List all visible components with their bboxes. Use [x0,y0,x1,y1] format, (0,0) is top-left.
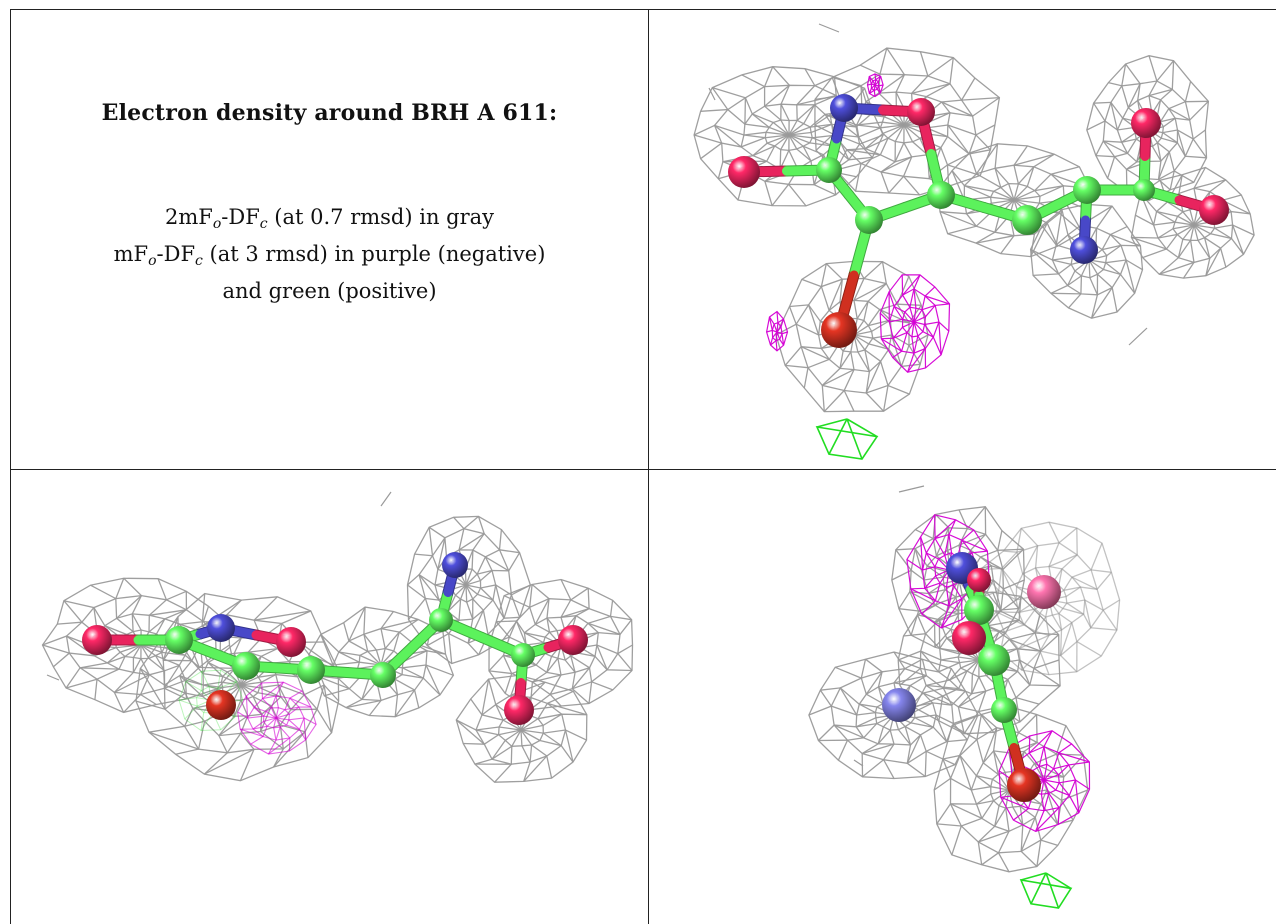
carbon-atom [232,652,260,680]
border-top [10,9,1276,10]
nitrogen-atom [1070,236,1098,264]
carbon-atom [964,595,994,625]
nitrogen-atom [442,552,468,578]
mesh-2fofc-chain [308,606,455,718]
carbon-atom [1012,205,1042,235]
carbon-atom [1073,176,1101,204]
stray-mesh-line [708,87,716,101]
figure-grid: Electron density around BRH A 611: 2mFo-… [10,9,1276,924]
border-left [10,9,11,924]
caption-title: Electron density around BRH A 611: [101,100,558,126]
carbon-atom [927,181,955,209]
caption-legend: 2mFo-DFc (at 0.7 rmsd) in gray mFo-DFc (… [11,202,648,306]
oxygen-atom [967,568,991,592]
oxygen-atom [1131,108,1161,138]
stray-mesh-line [853,759,864,767]
oxygen-atom [504,695,534,725]
stray-mesh-line [46,674,60,681]
caption-panel: Electron density around BRH A 611: 2mFo-… [11,10,648,469]
density-view-top-right [649,10,1276,469]
density-view-bottom-left [11,470,648,924]
carbon-atom [978,644,1010,676]
mesh-fofc-positive [1019,872,1073,909]
mesh-fofc-negative-b [998,730,1091,833]
divider-horizontal [10,469,1276,470]
stray-mesh-line [1128,327,1148,346]
carbon-atom [165,626,193,654]
mesh-2fofc-back [975,521,1121,676]
carbon-atom [429,608,453,632]
legend-line-2fofc: 2mFo-DFc (at 0.7 rmsd) in gray [164,205,495,232]
mesh-fofc-positive [815,418,879,460]
nitrogen-atom [207,614,235,642]
mesh-fofc-negative-c [866,73,884,98]
oxygen-atom [1199,195,1229,225]
mesh-2fofc-hydroxyl [775,260,929,413]
density-view-bottom-right [649,470,1276,924]
nitrogen-atom-back [882,688,916,722]
legend-line-positive: and green (positive) [222,279,437,303]
oxygen-atom [728,156,760,188]
carbon-atom [991,697,1017,723]
oxygen-atom-back [1027,575,1061,609]
legend-line-fofc: mFo-DFc (at 3 rmsd) in purple (negative) [113,242,546,269]
oxygen-atom [907,98,935,126]
divider-vertical [648,9,649,924]
oxygen-atom [276,627,306,657]
hydroxyl-oxygen-atom [1007,768,1041,802]
oxygen-atom [82,625,112,655]
carbon-atom [370,662,396,688]
oxygen-atom [558,625,588,655]
hydroxyl-oxygen-atom [821,312,857,348]
carbon-atom [511,643,535,667]
mesh-fofc-negative [237,681,317,755]
stray-mesh-line [898,485,925,493]
carbon-atom [816,157,842,183]
mesh-fofc-negative-a [879,274,951,373]
stray-mesh-line [380,491,392,507]
carbon-atom [297,656,325,684]
mesh-fofc-negative-b [765,310,789,352]
hydroxyl-oxygen-atom [206,690,236,720]
carbon-atom [855,206,883,234]
stray-mesh-line [818,23,840,33]
oxygen-atom [952,621,986,655]
nitrogen-atom [830,94,858,122]
carbon-atom [1133,179,1155,201]
